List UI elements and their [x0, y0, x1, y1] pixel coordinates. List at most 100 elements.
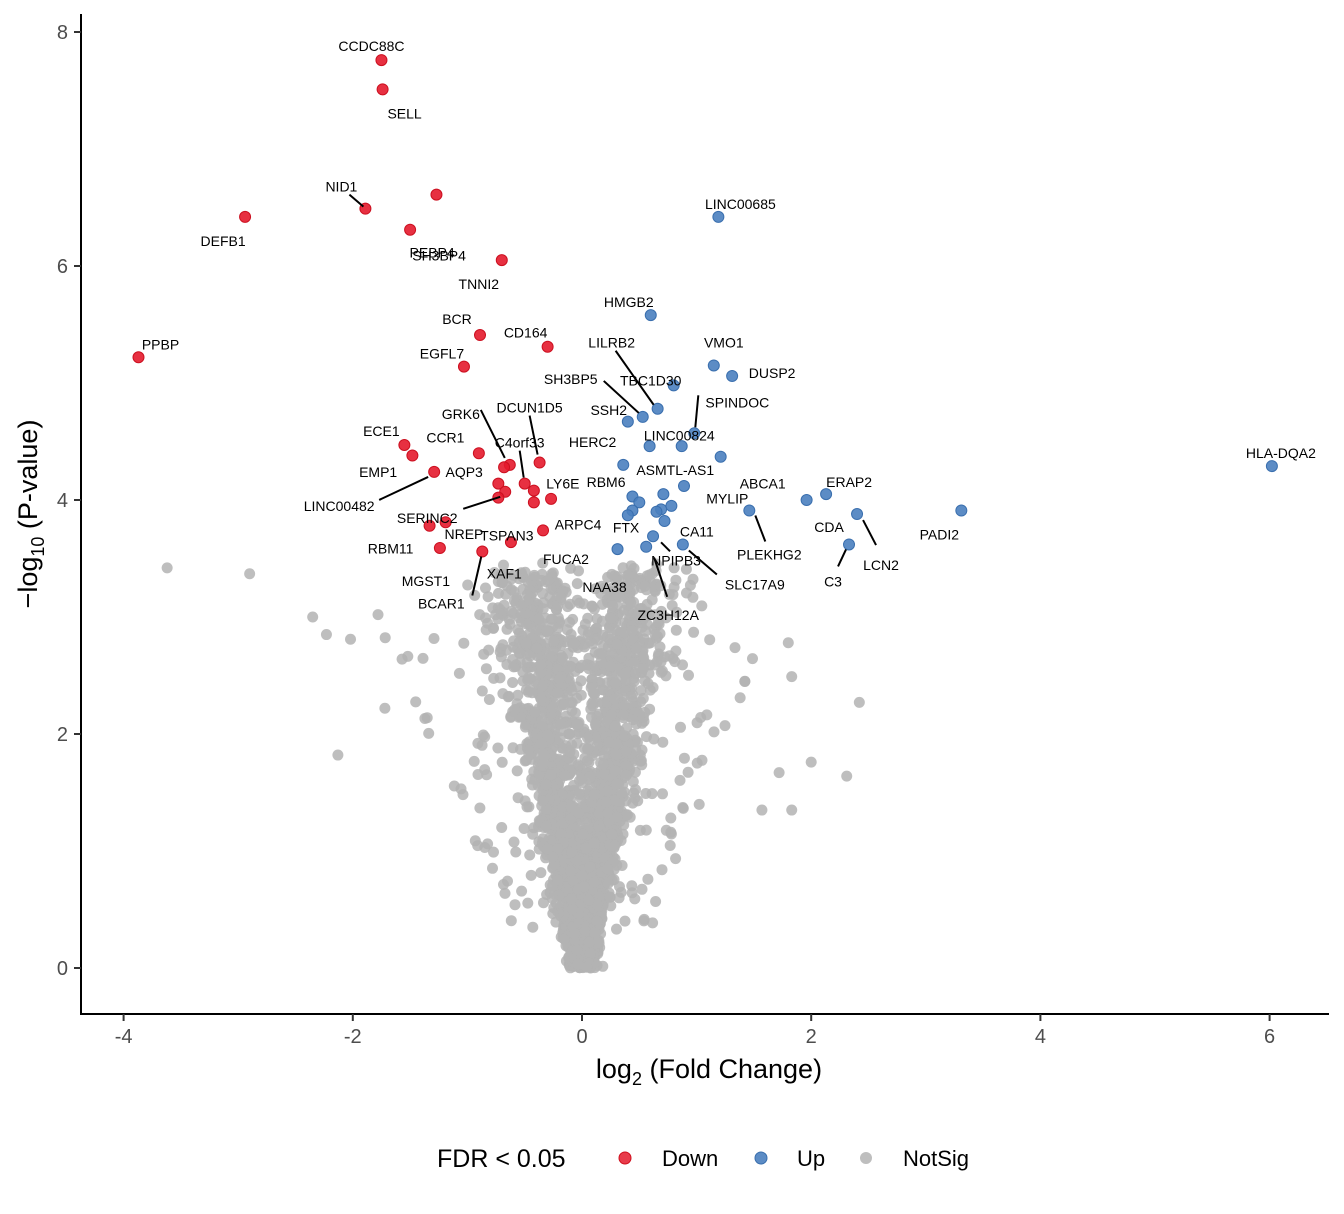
notsig-point	[483, 644, 495, 656]
notsig-point	[591, 613, 603, 625]
up-point	[640, 540, 653, 553]
notsig-point	[670, 853, 682, 865]
notsig-point	[608, 693, 620, 705]
up-point	[726, 369, 739, 382]
notsig-point	[498, 599, 510, 611]
notsig-point	[586, 601, 598, 612]
notsig-point	[529, 706, 541, 718]
notsig-point	[488, 846, 499, 858]
up-point	[657, 488, 670, 501]
notsig-point	[604, 891, 616, 903]
notsig-point	[643, 608, 655, 620]
notsig-point	[552, 874, 564, 886]
notsig-point	[244, 568, 256, 580]
down-point	[504, 536, 517, 549]
notsig-point	[509, 704, 521, 715]
label-leader-line	[862, 519, 877, 546]
gene-label: CCDC88C	[338, 38, 404, 54]
notsig-point	[521, 801, 533, 813]
notsig-point	[468, 755, 480, 767]
notsig-point	[648, 733, 660, 745]
gene-label: ECE1	[363, 423, 400, 439]
notsig-point	[616, 787, 627, 798]
label-leader-line	[688, 549, 718, 576]
notsig-point	[683, 669, 694, 681]
gene-label: ASMTL-AS1	[636, 462, 714, 478]
down-point	[545, 492, 558, 505]
notsig-point	[542, 574, 554, 586]
notsig-point	[649, 629, 661, 640]
notsig-point	[636, 759, 648, 771]
gene-label: HERC2	[569, 434, 617, 450]
notsig-point	[633, 608, 645, 620]
notsig-point	[417, 652, 429, 664]
notsig-point	[379, 702, 391, 714]
x-tick-label: 4	[1035, 1026, 1046, 1048]
notsig-point	[502, 875, 513, 887]
notsig-point	[611, 638, 623, 650]
gene-label: SH3BP5	[544, 371, 598, 387]
notsig-point	[515, 743, 526, 755]
notsig-point	[576, 773, 588, 785]
notsig-point	[665, 812, 677, 824]
notsig-point	[554, 732, 566, 744]
down-point	[406, 449, 419, 462]
notsig-point	[593, 807, 605, 819]
notsig-point	[603, 736, 615, 748]
up-point	[1265, 460, 1278, 473]
notsig-point	[665, 826, 677, 838]
notsig-point	[565, 813, 577, 825]
gene-label: DEFB1	[201, 233, 246, 249]
notsig-point	[668, 562, 680, 574]
gene-label: CDA	[814, 519, 844, 535]
gene-label: RBM6	[587, 474, 626, 490]
notsig-point	[573, 788, 585, 800]
gene-label: TSPAN3	[480, 527, 534, 543]
down-point	[492, 477, 505, 490]
notsig-point	[620, 746, 632, 757]
notsig-point	[675, 721, 686, 733]
legend-key-down	[618, 1151, 632, 1165]
notsig-point	[605, 612, 617, 624]
gene-label: ZC3H12A	[637, 607, 699, 623]
notsig-point	[708, 726, 720, 738]
up-point	[743, 504, 756, 517]
notsig-point	[581, 961, 593, 973]
label-leader-line	[479, 409, 506, 459]
notsig-point	[537, 680, 548, 692]
x-axis-title-main: log	[596, 1054, 632, 1084]
notsig-point	[573, 565, 584, 577]
notsig-point	[506, 605, 517, 617]
notsig-point	[677, 659, 688, 671]
notsig-point	[619, 730, 631, 742]
up-point	[611, 543, 624, 556]
notsig-point	[575, 689, 587, 701]
gene-label: LINC00482	[304, 498, 375, 514]
notsig-point	[521, 589, 533, 600]
notsig-point	[589, 927, 601, 939]
up-point	[712, 210, 725, 223]
x-axis-title-sub: 2	[632, 1069, 642, 1089]
gene-label: TBC1D30	[620, 372, 682, 388]
notsig-point	[509, 899, 521, 911]
notsig-point	[546, 892, 558, 904]
notsig-point	[537, 557, 549, 569]
notsig-point	[510, 846, 522, 858]
down-point	[375, 54, 388, 67]
up-point	[843, 538, 856, 551]
legend-title: FDR < 0.05	[437, 1145, 566, 1173]
notsig-point	[644, 637, 656, 649]
notsig-point	[668, 581, 680, 593]
gene-label: LINC00824	[644, 427, 715, 443]
up-point	[707, 359, 720, 372]
gene-label: XAF1	[487, 565, 522, 581]
notsig-point	[591, 898, 603, 910]
notsig-point	[608, 840, 620, 852]
down-point	[541, 340, 554, 353]
notsig-point	[773, 767, 785, 779]
notsig-point	[571, 578, 583, 590]
notsig-point	[547, 851, 559, 863]
notsig-point	[596, 580, 608, 592]
notsig-point	[565, 865, 577, 877]
